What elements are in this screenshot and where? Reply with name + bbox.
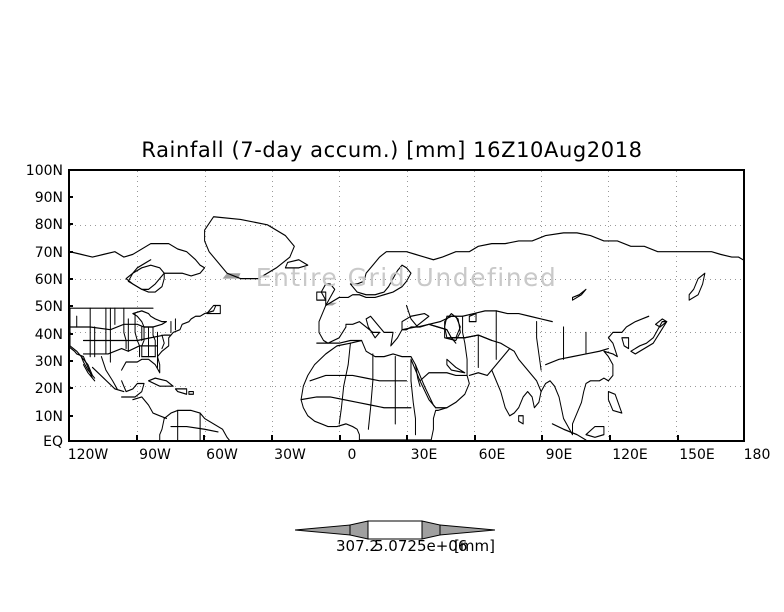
ytick-80N xyxy=(68,223,73,225)
ytick-20N xyxy=(68,387,73,389)
ytick-label-50N: 50N xyxy=(34,299,63,315)
colorbar-extend-high-inner xyxy=(421,520,441,540)
xtick-30W xyxy=(271,435,273,440)
colorbar-extend-high-outer xyxy=(439,524,495,536)
colorbar[interactable] xyxy=(295,516,495,544)
ytick-50N xyxy=(68,305,73,307)
colorbar-extend-low-outer xyxy=(295,524,351,536)
xtick-60E xyxy=(474,435,476,440)
page-title: Rainfall (7-day accum.) [mm] 16Z10Aug201… xyxy=(141,138,643,162)
ytick-label-10N: 10N xyxy=(34,409,63,425)
xtick-label-0: 0 xyxy=(347,447,357,463)
xtick-60W xyxy=(203,435,205,440)
xtick-120W xyxy=(68,435,70,440)
xtick-label-30E: 30E xyxy=(410,447,438,463)
colorbar-cell-center xyxy=(367,520,423,540)
ytick-label-EQ: EQ xyxy=(43,434,63,450)
ytick-90N xyxy=(68,196,73,198)
ytick-label-70N: 70N xyxy=(34,245,63,261)
ytick-label-100N: 100N xyxy=(25,163,63,179)
xtick-150E xyxy=(677,435,679,440)
xtick-label-60W: 60W xyxy=(206,447,238,463)
xtick-90E xyxy=(541,435,543,440)
xtick-label-120W: 120W xyxy=(67,447,109,463)
ytick-label-20N: 20N xyxy=(34,381,63,397)
xtick-label-180: 180 xyxy=(743,447,771,463)
colorbar-swatches xyxy=(295,520,495,540)
ytick-30N xyxy=(68,360,73,362)
xtick-label-90W: 90W xyxy=(139,447,171,463)
ytick-40N xyxy=(68,333,73,335)
world-map xyxy=(70,216,743,440)
xtick-label-60E: 60E xyxy=(478,447,506,463)
ytick-70N xyxy=(68,251,73,253)
xtick-120E xyxy=(609,435,611,440)
xtick-label-30W: 30W xyxy=(274,447,306,463)
ytick-label-90N: 90N xyxy=(34,190,63,206)
xtick-30E xyxy=(406,435,408,440)
ytick-label-60N: 60N xyxy=(34,272,63,288)
ytick-10N xyxy=(68,415,73,417)
ytick-label-80N: 80N xyxy=(34,217,63,233)
ytick-label-40N: 40N xyxy=(34,327,63,343)
xtick-90W xyxy=(136,435,138,440)
xtick-label-120E: 120E xyxy=(612,447,648,463)
ytick-100N xyxy=(68,169,73,171)
ytick-60N xyxy=(68,278,73,280)
xtick-label-150E: 150E xyxy=(679,447,715,463)
ytick-label-30N: 30N xyxy=(34,354,63,370)
xtick-180 xyxy=(743,435,745,440)
colorbar-extend-low-inner xyxy=(349,520,369,540)
map-plot-area[interactable]: Entire Grid Undefined xyxy=(68,169,745,442)
xtick-label-90E: 90E xyxy=(545,447,573,463)
xtick-0 xyxy=(339,435,341,440)
ytick-EQ xyxy=(68,440,73,442)
